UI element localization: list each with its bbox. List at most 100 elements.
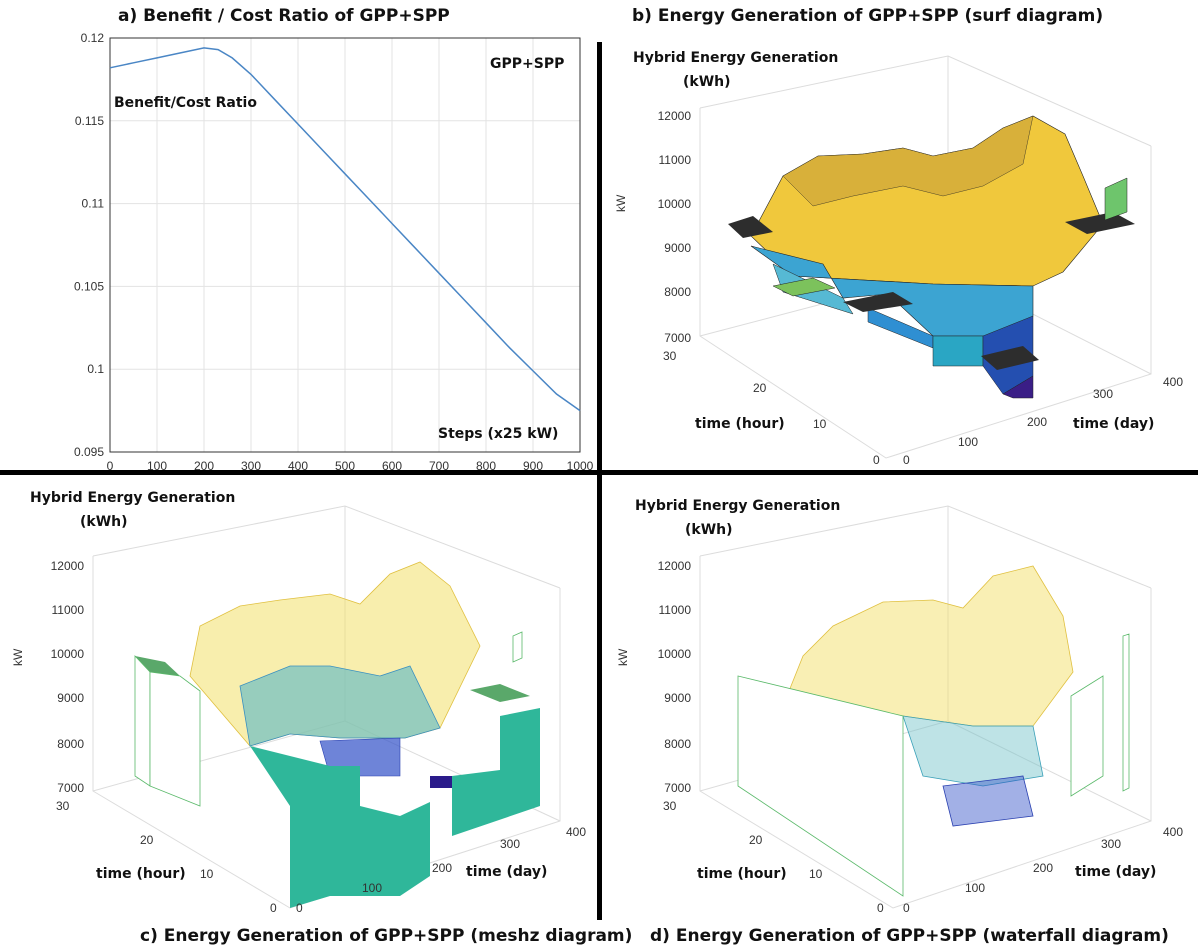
svg-text:9000: 9000 bbox=[57, 691, 84, 705]
svg-text:100: 100 bbox=[958, 435, 978, 449]
svg-text:10000: 10000 bbox=[658, 197, 692, 211]
svg-text:12000: 12000 bbox=[658, 559, 692, 573]
vertical-divider bbox=[597, 42, 602, 920]
chart-panel-c: Hybrid Energy Generation (kWh) kW 12000 … bbox=[11, 490, 586, 915]
xlabel-a: Steps (x25 kW) bbox=[438, 426, 558, 442]
tick-labels-a: 0 100 200 300 400 500 600 700 800 900 1000 0.095 0.1… bbox=[74, 31, 594, 470]
svg-text:100: 100 bbox=[362, 881, 382, 895]
svg-text:0: 0 bbox=[903, 453, 910, 467]
zlabel-b: kW bbox=[614, 194, 628, 212]
annotation-a: Benefit/Cost Ratio bbox=[114, 95, 257, 111]
x-tick-label: 300 bbox=[241, 459, 261, 470]
xlabel-b: time (day) bbox=[1073, 416, 1154, 432]
svg-text:300: 300 bbox=[1093, 387, 1113, 401]
svg-text:10: 10 bbox=[813, 417, 827, 431]
svg-text:12000: 12000 bbox=[51, 559, 85, 573]
surface-title2-b: (kWh) bbox=[683, 74, 731, 90]
svg-text:20: 20 bbox=[753, 381, 767, 395]
waterfall-d bbox=[737, 565, 1130, 897]
svg-text:8000: 8000 bbox=[664, 285, 691, 299]
svg-text:300: 300 bbox=[1101, 837, 1121, 851]
svg-text:7000: 7000 bbox=[57, 781, 84, 795]
surface-b bbox=[728, 115, 1135, 399]
y-tick-label: 0.105 bbox=[74, 279, 104, 293]
zlabel-c: kW bbox=[11, 648, 25, 666]
x-tick-label: 1000 bbox=[567, 459, 594, 470]
svg-text:10000: 10000 bbox=[51, 647, 85, 661]
zticks-c: 12000 11000 10000 9000 8000 7000 bbox=[51, 559, 85, 795]
svg-text:7000: 7000 bbox=[664, 781, 691, 795]
svg-text:200: 200 bbox=[432, 861, 452, 875]
xticks-b: 0 100 200 300 400 bbox=[903, 375, 1183, 467]
yticks-b: 30 20 10 0 bbox=[663, 349, 880, 467]
title-panel-b: b) Energy Generation of GPP+SPP (surf di… bbox=[632, 6, 1104, 26]
svg-text:0: 0 bbox=[903, 901, 910, 915]
surface-title-d: Hybrid Energy Generation bbox=[635, 498, 840, 514]
chart-panel-b: Hybrid Energy Generation (kWh) kW 12000 … bbox=[614, 50, 1183, 467]
chart-panel-d: Hybrid Energy Generation (kWh) kW 12000 … bbox=[616, 498, 1183, 915]
svg-text:400: 400 bbox=[566, 825, 586, 839]
svg-text:12000: 12000 bbox=[658, 109, 692, 123]
svg-text:10000: 10000 bbox=[658, 647, 692, 661]
xlabel-d: time (day) bbox=[1075, 864, 1156, 880]
x-tick-label: 700 bbox=[429, 459, 449, 470]
y-tick-label: 0.1 bbox=[87, 362, 104, 376]
xlabel-c: time (day) bbox=[466, 864, 547, 880]
x-tick-label: 400 bbox=[288, 459, 308, 470]
svg-text:20: 20 bbox=[749, 833, 763, 847]
x-tick-label: 900 bbox=[523, 459, 543, 470]
title-panel-a: a) Benefit / Cost Ratio of GPP+SPP bbox=[118, 6, 450, 26]
surface-title-b: Hybrid Energy Generation bbox=[633, 50, 838, 66]
svg-text:100: 100 bbox=[965, 881, 985, 895]
ylabel-c: time (hour) bbox=[96, 866, 186, 882]
ylabel-d: time (hour) bbox=[697, 866, 787, 882]
horizontal-divider bbox=[0, 470, 1198, 475]
plot-frame-a bbox=[109, 37, 581, 453]
svg-text:400: 400 bbox=[1163, 825, 1183, 839]
zlabel-d: kW bbox=[616, 648, 630, 666]
yticks-c: 30 20 10 0 bbox=[56, 799, 277, 915]
svg-text:10: 10 bbox=[200, 867, 214, 881]
svg-text:8000: 8000 bbox=[664, 737, 691, 751]
svg-text:11000: 11000 bbox=[659, 603, 692, 617]
legend-text-a: GPP+SPP bbox=[490, 56, 564, 72]
svg-text:9000: 9000 bbox=[664, 691, 691, 705]
x-tick-label: 100 bbox=[147, 459, 167, 470]
svg-text:20: 20 bbox=[140, 833, 154, 847]
x-tick-label: 600 bbox=[382, 459, 402, 470]
svg-text:10: 10 bbox=[809, 867, 823, 881]
svg-text:8000: 8000 bbox=[57, 737, 84, 751]
svg-text:0: 0 bbox=[873, 453, 880, 467]
series-line-a bbox=[109, 47, 581, 412]
y-tick-label: 0.11 bbox=[82, 197, 105, 211]
x-tick-label: 800 bbox=[476, 459, 496, 470]
xticks-c: 0 100 200 300 400 bbox=[296, 825, 586, 915]
zticks-b: 12000 11000 10000 9000 8000 7000 bbox=[658, 109, 692, 345]
chart-panel-a: 0 100 200 300 400 500 600 700 800 900 1000 0.095 0.1… bbox=[74, 31, 594, 470]
zticks-d: 12000 11000 10000 9000 8000 7000 bbox=[658, 559, 692, 795]
mesh-c bbox=[134, 561, 540, 908]
svg-text:30: 30 bbox=[56, 799, 70, 813]
svg-text:400: 400 bbox=[1163, 375, 1183, 389]
svg-text:7000: 7000 bbox=[664, 331, 691, 345]
title-panel-d: d) Energy Generation of GPP+SPP (waterfa… bbox=[650, 926, 1169, 946]
svg-text:0: 0 bbox=[877, 901, 884, 915]
xticks-d: 0 100 200 300 400 bbox=[903, 825, 1183, 915]
x-tick-label: 200 bbox=[194, 459, 214, 470]
svg-text:30: 30 bbox=[663, 349, 677, 363]
title-panel-c: c) Energy Generation of GPP+SPP (meshz d… bbox=[140, 926, 633, 946]
yticks-d: 30 20 10 0 bbox=[663, 799, 884, 915]
y-tick-label: 0.095 bbox=[74, 445, 104, 459]
surface-title2-d: (kWh) bbox=[685, 522, 733, 538]
y-tick-label: 0.12 bbox=[81, 31, 105, 45]
svg-text:300: 300 bbox=[500, 837, 520, 851]
y-tick-label: 0.115 bbox=[75, 114, 104, 128]
svg-text:200: 200 bbox=[1027, 415, 1047, 429]
svg-text:200: 200 bbox=[1033, 861, 1053, 875]
svg-text:11000: 11000 bbox=[659, 153, 692, 167]
svg-text:0: 0 bbox=[296, 901, 303, 915]
svg-text:11000: 11000 bbox=[52, 603, 85, 617]
svg-text:0: 0 bbox=[270, 901, 277, 915]
ylabel-b: time (hour) bbox=[695, 416, 785, 432]
x-tick-label: 500 bbox=[335, 459, 355, 470]
